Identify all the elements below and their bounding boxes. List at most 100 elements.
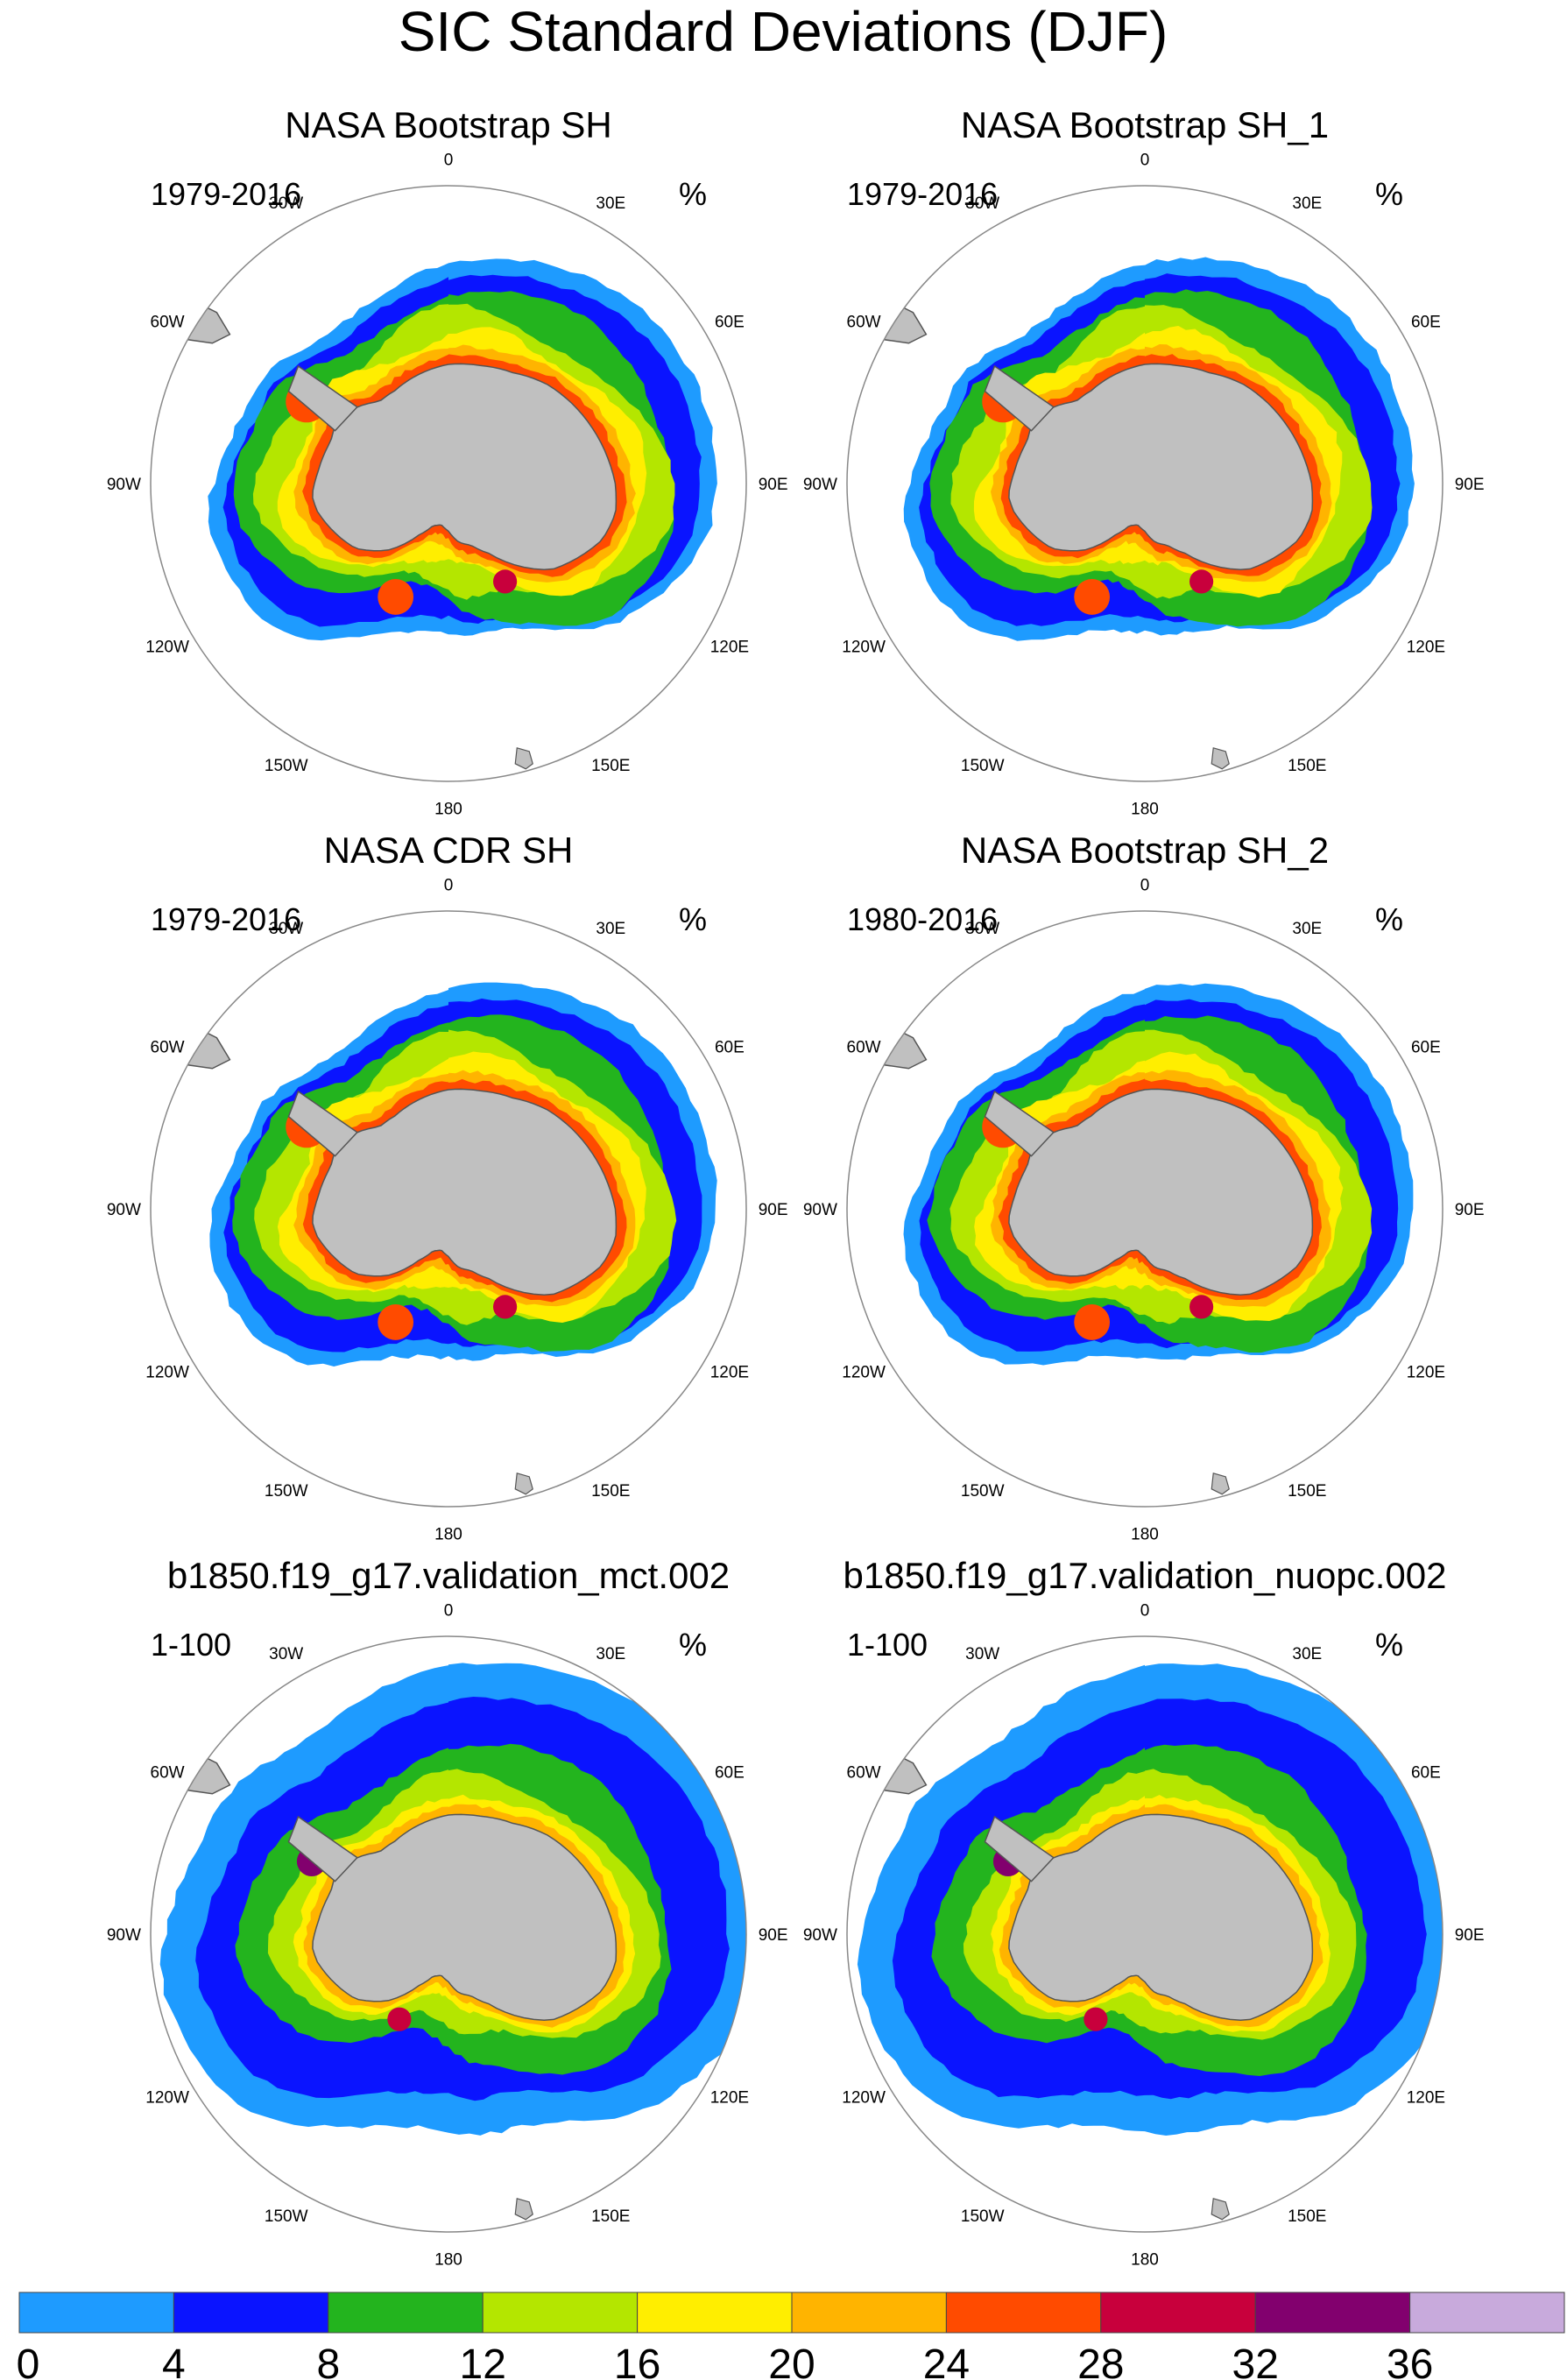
longitude-label: 120E [710,638,749,656]
map-field [151,186,746,781]
longitude-label: 120W [145,2088,189,2107]
longitude-label: 150E [591,2207,630,2226]
map-field [151,911,746,1507]
longitude-label: 30E [596,920,625,938]
longitude-label: 30E [1292,920,1322,938]
panel-units: % [679,901,707,937]
longitude-label: 150E [1288,2207,1326,2226]
variance-hotspot [493,1295,518,1319]
panel-units: % [679,176,707,212]
variance-hotspot [1083,2007,1108,2031]
longitude-label: 30W [965,920,999,938]
longitude-label: 90E [759,1201,788,1219]
longitude-label: 90E [759,476,788,494]
panel-period: 1979-2016 [847,176,998,212]
longitude-label: 120E [1407,638,1445,656]
longitude-label: 90W [107,1926,141,1945]
panel-units: % [1375,176,1403,212]
longitude-label: 60E [715,314,745,332]
longitude-label: 90W [803,476,837,494]
longitude-label: 150W [265,757,308,775]
new-zealand-landmass [1211,747,1230,770]
panels: NASA Bootstrap SH 1979-2016 % 0 30E 60E 90E 120… [107,104,1485,2270]
longitude-label: 120E [710,1363,749,1381]
colorbar-tick-label: 8 [316,2341,340,2380]
colorbar-swatch [1254,2292,1411,2334]
longitude-label: 120W [842,1363,886,1381]
longitude-label: 90E [1455,1201,1485,1219]
variance-hotspot [1189,569,1214,594]
longitude-label: 150E [1288,757,1326,775]
colorbar-tick-label: 12 [460,2341,506,2380]
longitude-label: 90W [803,1926,837,1945]
longitude-label: 60W [847,314,881,332]
longitude-label: 120W [145,638,189,656]
colorbar-tick-label: 28 [1077,2341,1124,2380]
longitude-label: 60E [1411,314,1441,332]
colorbar-tick-label: 0 [17,2341,40,2380]
colorbar-swatch [328,2292,484,2334]
longitude-label: 120W [842,638,886,656]
map-boundary [846,910,1443,1508]
antarctic-peninsula [984,1090,1055,1157]
longitude-label: 120E [710,2088,749,2107]
map-panel: NASA Bootstrap SH_2 1980-2016 % 0 30E 60E 90E 1… [803,830,1485,1544]
longitude-label: 30E [1292,194,1322,213]
longitude-label: 90E [1455,1926,1485,1945]
map-panel: NASA Bootstrap SH_1 1979-2016 % 0 30E 60E 90E 1… [803,104,1485,819]
longitude-label: 30E [596,1645,625,1663]
colorbar-swatch [791,2292,947,2334]
longitude-label: 60E [1411,1764,1441,1783]
colorbar-swatch [1409,2292,1565,2334]
longitude-label: 180 [1131,2251,1159,2270]
longitude-label: 150E [1288,1482,1326,1501]
longitude-label: 120W [145,1363,189,1381]
variance-hotspot [1074,1304,1111,1340]
longitude-label: 60E [715,1764,745,1783]
longitude-label: 90W [803,1201,837,1219]
longitude-label: 180 [1131,801,1159,819]
panel-period: 1-100 [151,1627,231,1663]
longitude-label: 90E [1455,476,1485,494]
longitude-label: 120E [1407,2088,1445,2107]
longitude-label: 90W [107,476,141,494]
colorbar-tick-label: 20 [768,2341,815,2380]
longitude-label: 60W [151,1764,185,1783]
new-zealand-landmass [1211,1472,1230,1495]
map-panel: NASA CDR SH 1979-2016 % 0 30E 60E 90E 120E 150E 1… [107,830,788,1544]
longitude-label: 0 [444,1601,454,1620]
new-zealand-landmass [1211,2198,1230,2221]
panel-period: 1979-2016 [151,901,301,937]
variance-hotspot [1189,1295,1214,1319]
map-boundary [150,185,747,782]
colorbar-tick-label: 16 [614,2341,660,2380]
longitude-label: 60E [1411,1039,1441,1057]
longitude-label: 0 [1140,876,1150,894]
longitude-label: 0 [1140,151,1150,169]
panel-title: b1850.f19_g17.validation_mct.002 [167,1555,730,1596]
antarctic-peninsula [287,1090,358,1157]
longitude-label: 150W [961,757,1005,775]
colorbar: 0 4 8 12 16 20 24 28 32 36 [17,2292,1565,2380]
variance-hotspot [387,2007,412,2031]
longitude-label: 150W [961,2207,1005,2226]
panel-title: NASA CDR SH [324,830,574,871]
longitude-label: 30W [269,194,303,213]
map-panel: b1850.f19_g17.validation_mct.002 1-100 % 0 3… [107,1555,788,2270]
colorbar-tick-label: 36 [1387,2341,1433,2380]
longitude-label: 150E [591,1482,630,1501]
longitude-label: 180 [434,2251,462,2270]
variance-hotspot [493,569,518,594]
panel-period: 1-100 [847,1627,928,1663]
panel-title: NASA Bootstrap SH_1 [961,104,1329,145]
antarctic-peninsula [984,364,1055,432]
longitude-label: 120W [842,2088,886,2107]
panel-title: NASA Bootstrap SH [285,104,612,145]
panel-title: b1850.f19_g17.validation_nuopc.002 [843,1555,1447,1596]
longitude-label: 30W [965,1645,999,1663]
longitude-label: 0 [1140,1601,1150,1620]
colorbar-tick-label: 24 [923,2341,970,2380]
panel-period: 1979-2016 [151,176,301,212]
longitude-label: 90W [107,1201,141,1219]
panel-units: % [1375,1627,1403,1663]
